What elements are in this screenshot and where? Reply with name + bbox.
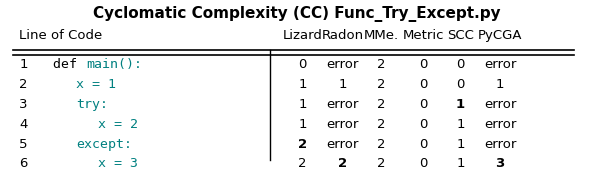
Text: error: error <box>326 118 359 131</box>
Text: 1: 1 <box>496 78 505 91</box>
Text: 1: 1 <box>457 118 465 131</box>
Text: 1: 1 <box>456 98 465 111</box>
Text: 0: 0 <box>419 98 428 111</box>
Text: error: error <box>484 118 517 131</box>
Text: error: error <box>326 58 359 71</box>
Text: 3: 3 <box>496 157 505 170</box>
Text: 0: 0 <box>419 157 428 170</box>
Text: 0: 0 <box>419 138 428 151</box>
Text: Lizard: Lizard <box>282 29 323 42</box>
Text: 5: 5 <box>19 138 28 151</box>
Text: MMe.: MMe. <box>364 29 399 42</box>
Text: main():: main(): <box>86 58 142 71</box>
Text: PyCGA: PyCGA <box>478 29 522 42</box>
Text: error: error <box>326 138 359 151</box>
Text: 1: 1 <box>298 118 307 131</box>
Text: 0: 0 <box>298 58 307 71</box>
Text: 1: 1 <box>298 78 307 91</box>
Text: error: error <box>326 98 359 111</box>
Text: except:: except: <box>76 138 132 151</box>
Text: 0: 0 <box>457 78 465 91</box>
Text: Radon: Radon <box>321 29 364 42</box>
Text: 2: 2 <box>377 118 385 131</box>
Text: error: error <box>484 138 517 151</box>
Text: 1: 1 <box>457 157 465 170</box>
Text: 2: 2 <box>377 138 385 151</box>
Text: x = 2: x = 2 <box>98 118 138 131</box>
Text: 1: 1 <box>457 138 465 151</box>
Text: x = 1: x = 1 <box>76 78 116 91</box>
Text: 0: 0 <box>419 78 428 91</box>
Text: 2: 2 <box>298 138 307 151</box>
Text: Metric: Metric <box>403 29 444 42</box>
Text: 1: 1 <box>19 58 28 71</box>
Text: error: error <box>484 98 517 111</box>
Text: Cyclomatic Complexity (CC) Func_Try_Except.py: Cyclomatic Complexity (CC) Func_Try_Exce… <box>93 6 500 22</box>
Text: 0: 0 <box>419 118 428 131</box>
Text: 2: 2 <box>377 157 385 170</box>
Text: try:: try: <box>76 98 108 111</box>
Text: SCC: SCC <box>447 29 474 42</box>
Text: 3: 3 <box>19 98 28 111</box>
Text: 4: 4 <box>19 118 27 131</box>
Text: def: def <box>53 58 85 71</box>
Text: error: error <box>484 58 517 71</box>
Text: x = 3: x = 3 <box>98 157 138 170</box>
Text: 0: 0 <box>457 58 465 71</box>
Text: 1: 1 <box>298 98 307 111</box>
Text: 1: 1 <box>338 78 347 91</box>
Text: 2: 2 <box>338 157 347 170</box>
Text: 2: 2 <box>377 78 385 91</box>
Text: 6: 6 <box>19 157 27 170</box>
Text: 0: 0 <box>419 58 428 71</box>
Text: 2: 2 <box>377 58 385 71</box>
Text: 2: 2 <box>19 78 28 91</box>
Text: 2: 2 <box>377 98 385 111</box>
Text: Line of Code: Line of Code <box>19 29 103 42</box>
Text: 2: 2 <box>298 157 307 170</box>
